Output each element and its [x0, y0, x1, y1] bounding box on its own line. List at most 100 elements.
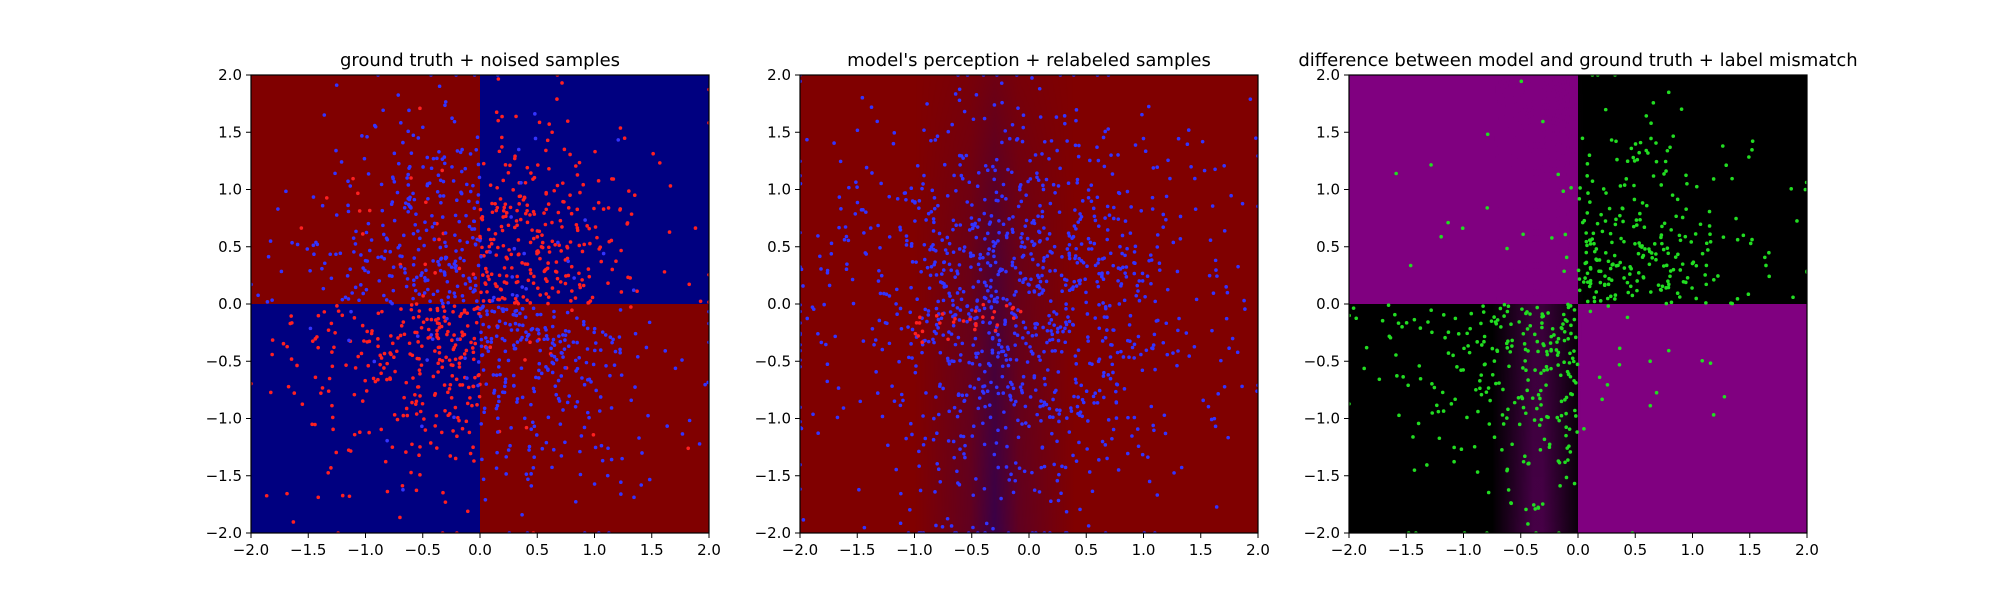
- scatter-point: [515, 397, 520, 401]
- scatter-point: [983, 237, 987, 241]
- scatter-point: [1137, 298, 1142, 303]
- scatter-point: [1603, 107, 1608, 112]
- scatter-point: [475, 403, 479, 407]
- scatter-point: [333, 171, 337, 176]
- scatter-point: [1049, 499, 1053, 504]
- scatter-point: [391, 265, 396, 270]
- scatter-point: [1019, 244, 1023, 249]
- scatter-point: [663, 349, 668, 353]
- scatter-point: [538, 348, 542, 353]
- scatter-point: [1631, 224, 1636, 229]
- scatter-point: [577, 271, 581, 276]
- scatter-point: [938, 479, 943, 484]
- scatter-point: [1175, 269, 1180, 274]
- scatter-point: [1097, 357, 1102, 361]
- scatter-point: [1016, 435, 1021, 440]
- scatter-point: [346, 179, 350, 184]
- scatter-point: [546, 301, 550, 306]
- scatter-point: [1608, 231, 1613, 236]
- scatter-point: [982, 442, 987, 447]
- scatter-point: [413, 393, 417, 397]
- scatter-point: [992, 103, 997, 107]
- scatter-point: [311, 243, 316, 248]
- scatter-point: [1017, 466, 1022, 470]
- scatter-point: [378, 362, 382, 367]
- scatter-point: [879, 181, 883, 186]
- y-tick-label: −1.5: [206, 467, 242, 485]
- scatter-point: [381, 232, 386, 237]
- scatter-point: [417, 309, 422, 313]
- scatter-point: [1048, 201, 1053, 206]
- scatter-point: [498, 287, 503, 291]
- scatter-point: [662, 270, 667, 274]
- scatter-point: [476, 263, 481, 268]
- scatter-point: [1049, 139, 1054, 143]
- scatter-point: [1130, 345, 1135, 350]
- scatter-point: [1562, 360, 1566, 364]
- scatter-point: [936, 467, 941, 472]
- scatter-point: [462, 308, 467, 312]
- scatter-point: [404, 450, 408, 454]
- scatter-point: [556, 290, 561, 294]
- scatter-point: [514, 114, 518, 119]
- scatter-point: [1067, 329, 1072, 334]
- scatter-point: [977, 218, 982, 222]
- scatter-point: [910, 327, 915, 332]
- scatter-point: [1012, 331, 1017, 336]
- scatter-point: [413, 330, 417, 335]
- scatter-point: [1711, 413, 1716, 417]
- scatter-point: [945, 251, 949, 256]
- scatter-point: [270, 338, 275, 342]
- scatter-point: [1044, 177, 1049, 182]
- scatter-point: [555, 276, 560, 281]
- scatter-point: [270, 298, 274, 302]
- scatter-point: [1114, 389, 1118, 394]
- scatter-point: [1528, 323, 1533, 328]
- scatter-point: [962, 249, 966, 253]
- scatter-point: [528, 240, 533, 245]
- scatter-point: [633, 331, 638, 336]
- y-tick-label: 0.0: [218, 295, 242, 313]
- scatter-point: [1156, 318, 1160, 323]
- scatter-point: [938, 382, 942, 387]
- scatter-point: [289, 314, 293, 318]
- chart-title: ground truth + noised samples: [340, 50, 620, 71]
- scatter-point: [1041, 183, 1045, 188]
- scatter-point: [1030, 257, 1035, 262]
- scatter-point: [1561, 322, 1565, 326]
- scatter-point: [406, 209, 411, 214]
- scatter-point: [402, 205, 407, 210]
- scatter-point: [441, 194, 446, 198]
- scatter-point: [1664, 301, 1669, 306]
- scatter-point: [1468, 326, 1473, 331]
- scatter-point: [550, 239, 555, 244]
- scatter-point: [563, 366, 567, 370]
- scatter-point: [957, 263, 962, 267]
- scatter-point: [563, 281, 568, 286]
- scatter-point: [1015, 137, 1020, 141]
- scatter-point: [1114, 400, 1119, 405]
- scatter-point: [997, 338, 1002, 343]
- scatter-point: [330, 350, 334, 354]
- scatter-point: [1132, 260, 1136, 265]
- scatter-point: [992, 452, 997, 457]
- scatter-point: [1017, 278, 1022, 282]
- scatter-point: [1145, 274, 1150, 279]
- scatter-point: [961, 319, 966, 323]
- scatter-point: [504, 211, 509, 215]
- scatter-point: [529, 171, 533, 175]
- scatter-point: [443, 408, 447, 413]
- scatter-point: [1554, 348, 1559, 352]
- scatter-point: [1020, 390, 1025, 395]
- scatter-point: [1523, 454, 1527, 459]
- scatter-point: [320, 266, 324, 271]
- scatter-point: [1038, 115, 1043, 119]
- scatter-point: [1638, 140, 1643, 145]
- region-bottom-right: [1578, 304, 1807, 533]
- scatter-point: [514, 308, 519, 313]
- scatter-point: [1023, 421, 1028, 425]
- scatter-point: [1059, 350, 1064, 354]
- scatter-point: [995, 300, 999, 304]
- x-tick-label: 0.5: [1623, 541, 1647, 559]
- scatter-point: [967, 312, 971, 316]
